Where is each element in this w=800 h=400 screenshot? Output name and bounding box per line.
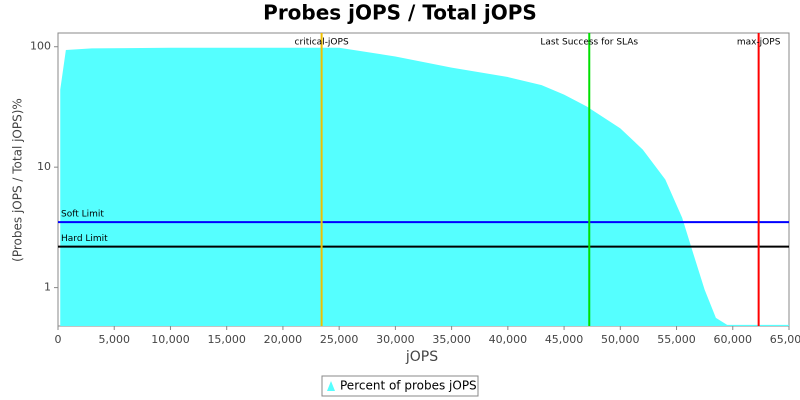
legend-box (321, 375, 479, 397)
y-tick-label: 100 (30, 40, 51, 53)
legend-swatch (327, 381, 335, 391)
x-tick-label: 15,000 (207, 333, 246, 346)
x-tick-label: 20,000 (264, 333, 303, 346)
x-tick-label: 60,000 (714, 333, 753, 346)
y-tick-label: 10 (37, 160, 51, 173)
x-marker-label: max-jOPS (737, 38, 781, 48)
x-tick-label: 50,000 (601, 333, 640, 346)
x-tick-label: 65,000 (770, 333, 800, 346)
x-tick-label: 25,000 (320, 333, 359, 346)
area (60, 47, 790, 327)
legend-label: Percent of probes jOPS (340, 379, 477, 393)
x-axis-label: jOPS (405, 349, 438, 365)
chart-title: Probes jOPS / Total jOPS (263, 1, 537, 25)
x-marker-label: critical-jOPS (295, 38, 349, 48)
x-marker-label: Last Success for SLAs (540, 38, 638, 48)
y-tick-label: 1 (44, 281, 51, 294)
x-tick-label: 10,000 (151, 333, 190, 346)
y-marker-label: Hard Limit (61, 234, 108, 244)
x-tick-label: 45,000 (545, 333, 584, 346)
x-tick-label: 0 (55, 333, 62, 346)
y-marker-label: Soft Limit (61, 210, 104, 220)
x-tick-label: 35,000 (432, 333, 471, 346)
x-tick-label: 30,000 (376, 333, 415, 346)
x-tick-label: 55,000 (657, 333, 696, 346)
x-tick-label: 40,000 (489, 333, 528, 346)
y-axis-label: (Probes jOPS / Total jOPS)% (11, 98, 25, 262)
x-tick-label: 5,000 (98, 333, 130, 346)
